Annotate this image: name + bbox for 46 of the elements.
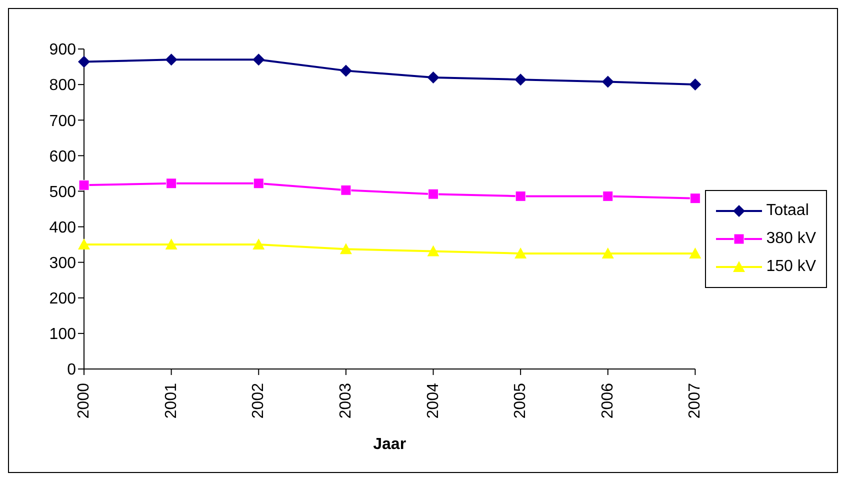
point bbox=[514, 74, 527, 86]
point bbox=[427, 71, 440, 84]
x-tick-label: 2001 bbox=[162, 382, 180, 419]
x-tick-label: 2003 bbox=[337, 382, 354, 419]
point bbox=[166, 178, 177, 189]
point bbox=[78, 56, 90, 68]
x-axis-title: Jaar bbox=[373, 436, 406, 453]
point bbox=[340, 64, 352, 77]
point bbox=[78, 238, 90, 250]
point bbox=[252, 54, 265, 66]
y-tick-label: 100 bbox=[49, 326, 76, 344]
x-tick-label: 2004 bbox=[424, 382, 442, 419]
y-tick-label: 900 bbox=[49, 42, 76, 59]
point bbox=[514, 247, 527, 258]
x-tick-label: 2006 bbox=[599, 382, 616, 419]
point bbox=[252, 238, 265, 250]
point bbox=[340, 243, 352, 254]
y-tick-label: 800 bbox=[49, 77, 76, 94]
legend-label: 150 kV bbox=[766, 258, 816, 276]
legend-label: Totaal bbox=[766, 202, 809, 220]
point bbox=[602, 247, 614, 258]
y-tick-label: 300 bbox=[49, 255, 76, 272]
point bbox=[253, 178, 264, 189]
y-tick-label: 600 bbox=[49, 148, 76, 166]
point bbox=[515, 190, 526, 202]
point bbox=[165, 238, 178, 250]
point bbox=[602, 76, 614, 88]
y-tick-label: 0 bbox=[67, 362, 76, 379]
y-tick-label: 700 bbox=[49, 112, 76, 130]
x-tick-label: 2002 bbox=[250, 382, 268, 419]
point bbox=[340, 184, 352, 196]
point bbox=[690, 193, 700, 204]
x-tick-label: 2005 bbox=[512, 382, 530, 419]
point bbox=[428, 188, 438, 200]
point bbox=[689, 247, 702, 258]
y-tick-label: 200 bbox=[49, 290, 76, 308]
y-tick-label: 400 bbox=[49, 219, 76, 236]
point bbox=[78, 180, 90, 190]
point bbox=[165, 54, 178, 66]
point bbox=[427, 245, 440, 256]
x-tick-label: 2000 bbox=[76, 382, 92, 419]
x-tick-label: 2007 bbox=[686, 382, 704, 419]
legend-label: 380 kV bbox=[766, 230, 816, 248]
point bbox=[602, 190, 614, 202]
point bbox=[689, 78, 702, 91]
y-tick-label: 500 bbox=[49, 184, 76, 201]
